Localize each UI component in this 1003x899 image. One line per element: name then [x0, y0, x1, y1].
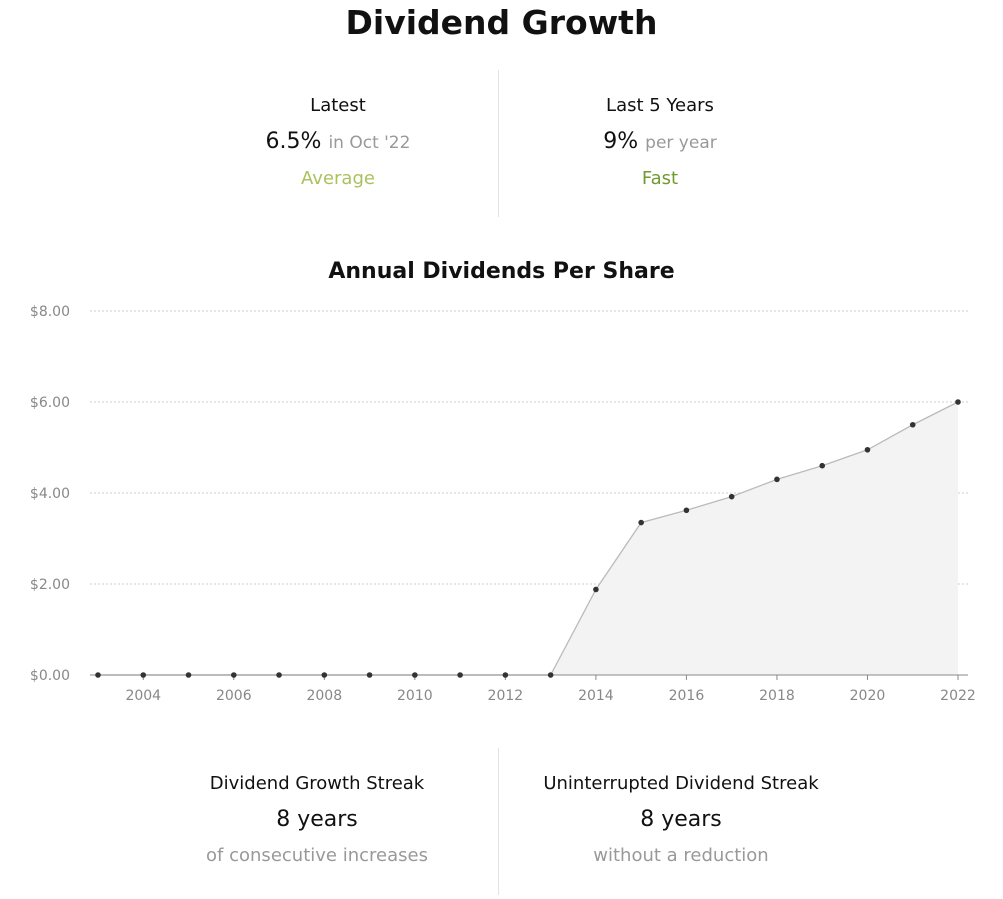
data-point	[819, 462, 826, 469]
x-tick-label: 2006	[216, 688, 252, 704]
x-tick-label: 2004	[125, 688, 161, 704]
data-point	[683, 507, 690, 514]
y-tick-label: $6.00	[30, 395, 70, 411]
stat-latest-rating: Average	[301, 168, 375, 189]
stat-growth-streak: Dividend Growth Streak 8 years of consec…	[157, 773, 477, 867]
stat-last-5-years: Last 5 Years 9% per year Fast	[500, 95, 820, 190]
top-divider	[498, 70, 499, 217]
stat-latest-value: 6.5%	[265, 129, 322, 154]
data-point	[547, 672, 554, 678]
chart-title: Annual Dividends Per Share	[328, 259, 675, 284]
y-tick-label: $4.00	[30, 486, 70, 502]
x-tick-label: 2010	[397, 688, 433, 704]
data-point	[864, 446, 871, 453]
stat-latest-qualifier: in Oct '22	[328, 133, 411, 153]
data-point	[412, 672, 418, 678]
stat-latest-label: Latest	[310, 95, 366, 116]
uninterrupted-streak-label: Uninterrupted Dividend Streak	[543, 773, 819, 794]
x-tick-label: 2020	[850, 688, 886, 704]
x-tick-label: 2014	[578, 688, 614, 704]
y-tick-label: $2.00	[30, 577, 70, 593]
data-point	[95, 672, 101, 678]
stat-latest: Latest 6.5% in Oct '22 Average	[178, 95, 498, 190]
x-tick-label: 2016	[669, 688, 705, 704]
data-point	[276, 672, 282, 678]
data-point	[457, 672, 463, 678]
data-point	[366, 672, 373, 678]
uninterrupted-streak-sub: without a reduction	[593, 845, 769, 866]
stat-5y-qualifier: per year	[645, 133, 717, 153]
stat-5y-value-line: 9% per year	[500, 127, 820, 158]
series-area	[98, 402, 958, 675]
stat-5y-rating: Fast	[641, 168, 679, 189]
data-point	[593, 586, 599, 593]
x-tick-label: 2008	[306, 688, 342, 704]
stat-5y-label: Last 5 Years	[606, 95, 714, 116]
data-point	[728, 493, 735, 500]
data-point	[185, 672, 192, 678]
x-tick-label: 2018	[759, 688, 795, 704]
data-point	[774, 476, 780, 483]
data-point	[638, 519, 644, 526]
x-tick-label: 2022	[940, 688, 976, 704]
data-point	[230, 672, 237, 678]
y-tick-label: $0.00	[30, 668, 70, 684]
x-tick-label: 2012	[488, 688, 524, 704]
stat-uninterrupted-streak: Uninterrupted Dividend Streak 8 years wi…	[521, 773, 841, 867]
data-point	[321, 672, 328, 678]
data-point	[140, 672, 147, 678]
growth-streak-value: 8 years	[276, 807, 358, 832]
data-point	[909, 421, 916, 428]
data-point	[502, 672, 509, 678]
growth-streak-label: Dividend Growth Streak	[209, 773, 425, 794]
y-tick-label: $8.00	[30, 304, 70, 320]
page-title: Dividend Growth	[345, 3, 658, 42]
stat-5y-value: 9%	[603, 129, 639, 154]
growth-streak-sub: of consecutive increases	[206, 845, 428, 866]
uninterrupted-streak-value: 8 years	[640, 807, 722, 832]
bottom-divider	[498, 748, 499, 895]
stat-latest-value-line: 6.5% in Oct '22	[178, 127, 498, 158]
data-point	[955, 399, 961, 405]
